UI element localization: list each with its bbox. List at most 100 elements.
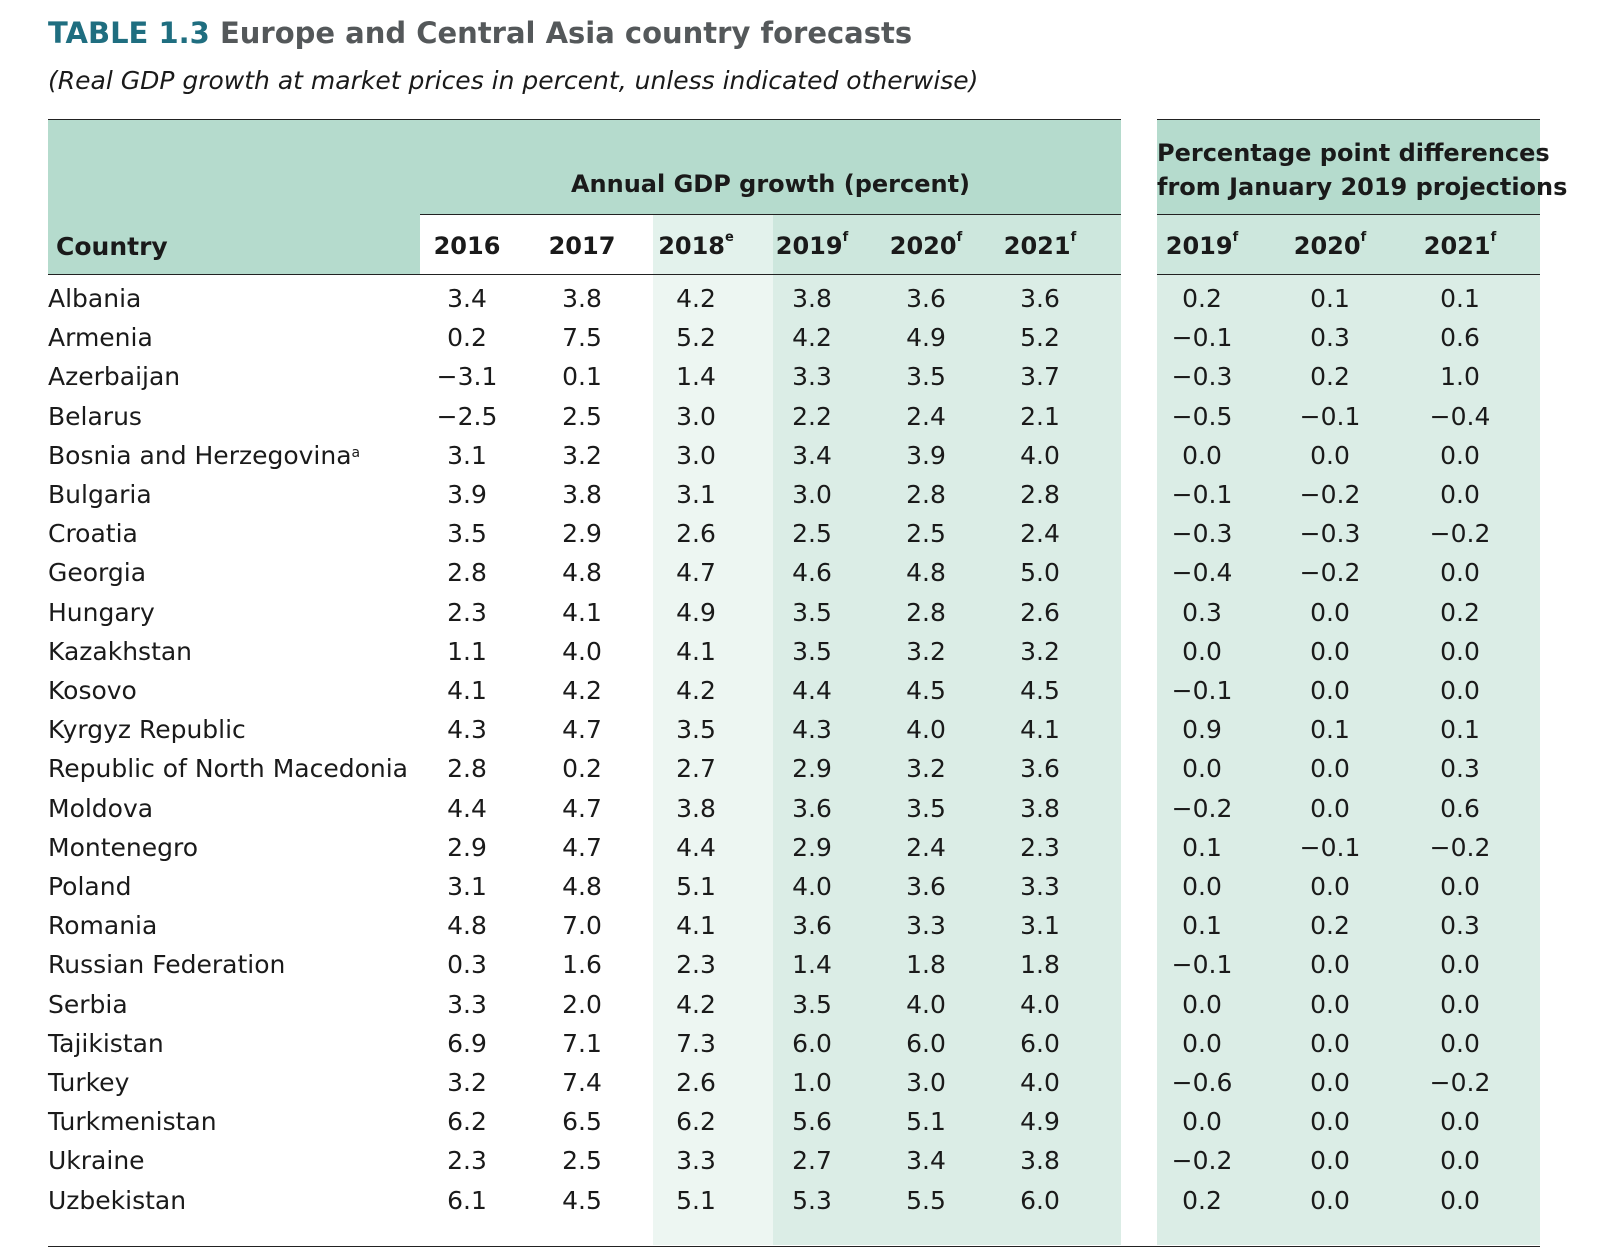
growth-cell: 3.5 [792, 597, 832, 627]
table-row: Georgia 2.8 4.8 4.7 4.6 4.8 5.0 −0.4 −0.2 0.0 [0, 553, 1600, 593]
growth-cell: 4.7 [676, 558, 716, 588]
growth-cell: 2.8 [447, 754, 487, 784]
diff-cell: −0.1 [1171, 676, 1233, 705]
growth-cell: 3.1 [447, 872, 487, 901]
country-name: Armenia [48, 318, 153, 358]
growth-cell: 4.9 [906, 323, 946, 353]
growth-cell: 5.1 [676, 872, 716, 901]
growth-cell: 4.0 [906, 989, 946, 1019]
growth-cell: 3.1 [1020, 911, 1060, 941]
growth-cell: 3.4 [447, 284, 487, 313]
growth-cell: 6.0 [906, 1028, 946, 1058]
diff-cell: 0.1 [1440, 715, 1480, 745]
growth-cell: 2.5 [562, 401, 602, 431]
table-row: Russian Federation 0.3 1.6 2.3 1.4 1.8 1.8 −0.1… [0, 945, 1600, 985]
year-header-diff-shade [1157, 215, 1540, 275]
growth-cell: 4.2 [792, 323, 832, 353]
growth-cell: 2.4 [906, 832, 946, 862]
column-forecast-shade [773, 275, 1121, 1245]
year-note: f [1490, 230, 1497, 245]
country-name: Turkey [48, 1063, 129, 1103]
growth-cell: 3.8 [676, 793, 716, 823]
table-row: Moldova 4.4 4.7 3.8 3.6 3.5 3.8 −0.2 0.0 0.6 [0, 789, 1600, 829]
growth-cell: 4.5 [562, 1185, 602, 1215]
growth-cell: 5.0 [1020, 558, 1060, 588]
diff-cell: 0.0 [1310, 754, 1350, 784]
table-title: TABLE 1.3 Europe and Central Asia countr… [48, 16, 912, 50]
table-row: Turkey 3.2 7.4 2.6 1.0 3.0 4.0 −0.6 0.0 −0.2 [0, 1063, 1600, 1103]
growth-cell: 4.8 [447, 911, 487, 941]
country-name-text: Kyrgyz Republic [48, 715, 246, 745]
country-name-text: Romania [48, 911, 158, 941]
growth-cell: 4.0 [792, 872, 832, 901]
diff-cell: −0.2 [1429, 519, 1491, 549]
diff-cell: 0.0 [1440, 1028, 1480, 1058]
year-note: e [724, 230, 734, 245]
country-name: Moldova [48, 789, 153, 829]
country-name-text: Croatia [48, 519, 138, 549]
country-name: Poland [48, 867, 131, 907]
growth-cell: 4.0 [562, 636, 602, 666]
country-name-text: Russian Federation [48, 950, 286, 980]
growth-cell: 3.4 [906, 1146, 946, 1176]
growth-cell: 3.4 [792, 440, 832, 470]
diff-cell: 0.0 [1310, 1028, 1350, 1058]
diff-cell: 0.0 [1310, 989, 1350, 1019]
growth-cell: 1.4 [676, 362, 716, 392]
diff-cell: 0.0 [1310, 597, 1350, 627]
table-row: Ukraine 2.3 2.5 3.3 2.7 3.4 3.8 −0.2 0.0 0.0 [0, 1141, 1600, 1181]
growth-cell: 6.2 [676, 1107, 716, 1137]
year-note: f [956, 230, 963, 245]
diff-cell: 0.0 [1182, 636, 1222, 666]
diff-cell: 0.1 [1310, 715, 1350, 745]
diff-cell: 0.3 [1440, 911, 1480, 941]
growth-cell: 4.1 [676, 636, 716, 666]
diff-cell: −0.4 [1171, 558, 1233, 588]
diff-cell: 0.0 [1182, 440, 1222, 470]
table-row: Hungary 2.3 4.1 4.9 3.5 2.8 2.6 0.3 0.0 0.2 [0, 593, 1600, 633]
growth-cell: 3.8 [792, 284, 832, 313]
growth-cell: 3.6 [1020, 284, 1060, 313]
growth-cell: 0.2 [562, 754, 602, 784]
growth-cell: 6.0 [1020, 1185, 1060, 1215]
growth-cell: 3.5 [792, 989, 832, 1019]
year-header-2018-shade [653, 215, 773, 275]
diff-cell: 0.0 [1440, 950, 1480, 980]
growth-cell: 4.4 [447, 793, 487, 823]
growth-cell: 2.9 [792, 754, 832, 784]
year-label: 2020 [889, 232, 957, 260]
country-name: Montenegro [48, 828, 198, 868]
diff-cell: 0.0 [1440, 440, 1480, 470]
country-name-text: Bosnia and Herzegovina [48, 440, 352, 470]
growth-cell: 2.3 [447, 597, 487, 627]
diff-cell: −0.3 [1171, 519, 1233, 549]
growth-cell: 4.2 [562, 676, 602, 705]
year-note: f [1070, 230, 1077, 245]
growth-cell: 6.0 [1020, 1028, 1060, 1058]
growth-cell: 4.7 [562, 715, 602, 745]
country-name-text: Hungary [48, 597, 155, 627]
country-name-text: Kosovo [48, 676, 137, 705]
country-name-text: Bulgaria [48, 480, 152, 509]
growth-cell: 3.0 [676, 440, 716, 470]
growth-cell: 3.3 [676, 1146, 716, 1176]
diff-cell: 0.0 [1440, 989, 1480, 1019]
country-name-text: Albania [48, 284, 142, 313]
growth-cell: 1.8 [1020, 950, 1060, 980]
group-rule-diff [1157, 214, 1540, 215]
country-name-text: Georgia [48, 558, 147, 588]
diff-cell: 0.0 [1440, 558, 1480, 588]
country-name: Bosnia and Herzegovinaa [48, 436, 360, 476]
growth-cell: 5.5 [906, 1185, 946, 1215]
growth-cell: 3.6 [792, 793, 832, 823]
growth-cell: 5.2 [676, 323, 716, 353]
growth-cell: 2.8 [1020, 480, 1060, 509]
diff-cell: 0.0 [1310, 793, 1350, 823]
growth-cell: 4.7 [562, 832, 602, 862]
growth-cell: 4.4 [676, 832, 716, 862]
growth-cell: 3.3 [1020, 872, 1060, 901]
country-name-text: Turkey [48, 1068, 130, 1097]
growth-cell: 3.9 [447, 480, 487, 509]
growth-cell: 2.8 [906, 597, 946, 627]
table-row: Croatia 3.5 2.9 2.6 2.5 2.5 2.4 −0.3 −0.3 −0.2 [0, 514, 1600, 554]
